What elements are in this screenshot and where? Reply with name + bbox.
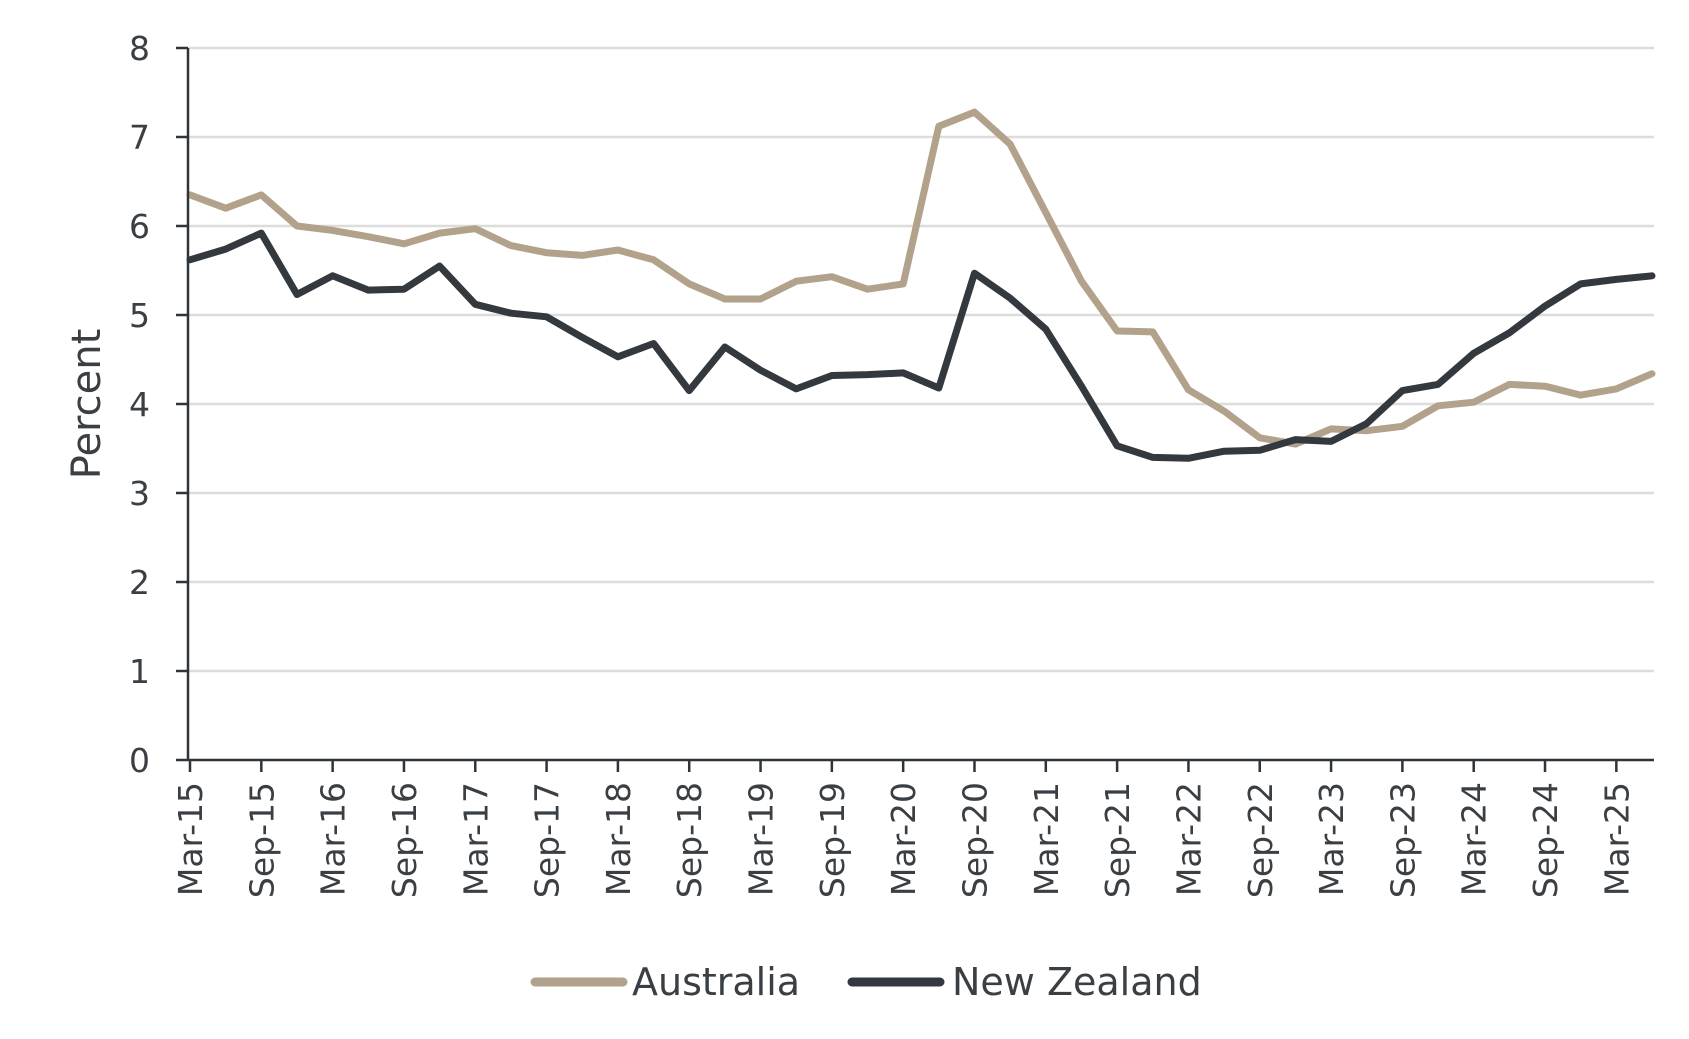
x-tick-label: Mar-18 xyxy=(599,782,638,896)
x-tick-label: Mar-19 xyxy=(742,782,781,896)
x-tick-label: Mar-25 xyxy=(1597,782,1636,896)
y-axis-ticks: 0 1 2 3 4 5 6 7 8 xyxy=(129,29,188,780)
series-line-australia xyxy=(186,108,1656,448)
x-tick-label: Mar-17 xyxy=(456,782,495,896)
x-tick-label: Sep-15 xyxy=(242,782,281,898)
y-tick-label: 7 xyxy=(129,118,150,157)
x-tick-label: Mar-16 xyxy=(314,782,353,896)
x-tick-label: Sep-23 xyxy=(1383,782,1422,898)
x-tick-label: Sep-22 xyxy=(1241,782,1280,898)
x-tick-label: Sep-19 xyxy=(813,782,852,898)
x-tick-label: Sep-17 xyxy=(528,782,567,898)
legend: Australia New Zealand xyxy=(530,960,1202,1004)
y-tick-label: 2 xyxy=(129,563,150,602)
series-layer xyxy=(186,108,1656,462)
x-tick-label: Mar-22 xyxy=(1169,782,1208,896)
y-tick-label: 3 xyxy=(129,474,150,513)
y-tick-label: 4 xyxy=(129,385,150,424)
series-line-new-zealand xyxy=(186,229,1656,462)
legend-label-australia: Australia xyxy=(632,960,800,1004)
x-tick-label: Mar-23 xyxy=(1312,782,1351,896)
x-tick-label: Mar-24 xyxy=(1455,782,1494,896)
gridlines xyxy=(188,46,1654,673)
y-tick-label: 5 xyxy=(129,296,150,335)
x-tick-label: Mar-15 xyxy=(171,782,210,896)
y-tick-label: 1 xyxy=(129,652,150,691)
legend-label-new-zealand: New Zealand xyxy=(952,960,1202,1004)
y-axis-title: Percent xyxy=(64,329,110,480)
x-tick-label: Mar-21 xyxy=(1027,782,1066,896)
x-axis-ticks: Mar-15 Sep-15 Mar-16 Sep-16 Mar-17 Sep-17 Mar-… xyxy=(171,760,1636,898)
y-tick-label: 8 xyxy=(129,29,150,68)
y-tick-label: 0 xyxy=(129,741,150,780)
x-tick-label: Sep-20 xyxy=(955,782,994,898)
x-tick-label: Sep-16 xyxy=(385,782,424,898)
x-tick-label: Sep-18 xyxy=(670,782,709,898)
x-tick-label: Sep-21 xyxy=(1098,782,1137,898)
y-tick-label: 6 xyxy=(129,207,150,246)
x-tick-label: Sep-24 xyxy=(1526,782,1565,898)
x-tick-label: Mar-20 xyxy=(884,782,923,896)
